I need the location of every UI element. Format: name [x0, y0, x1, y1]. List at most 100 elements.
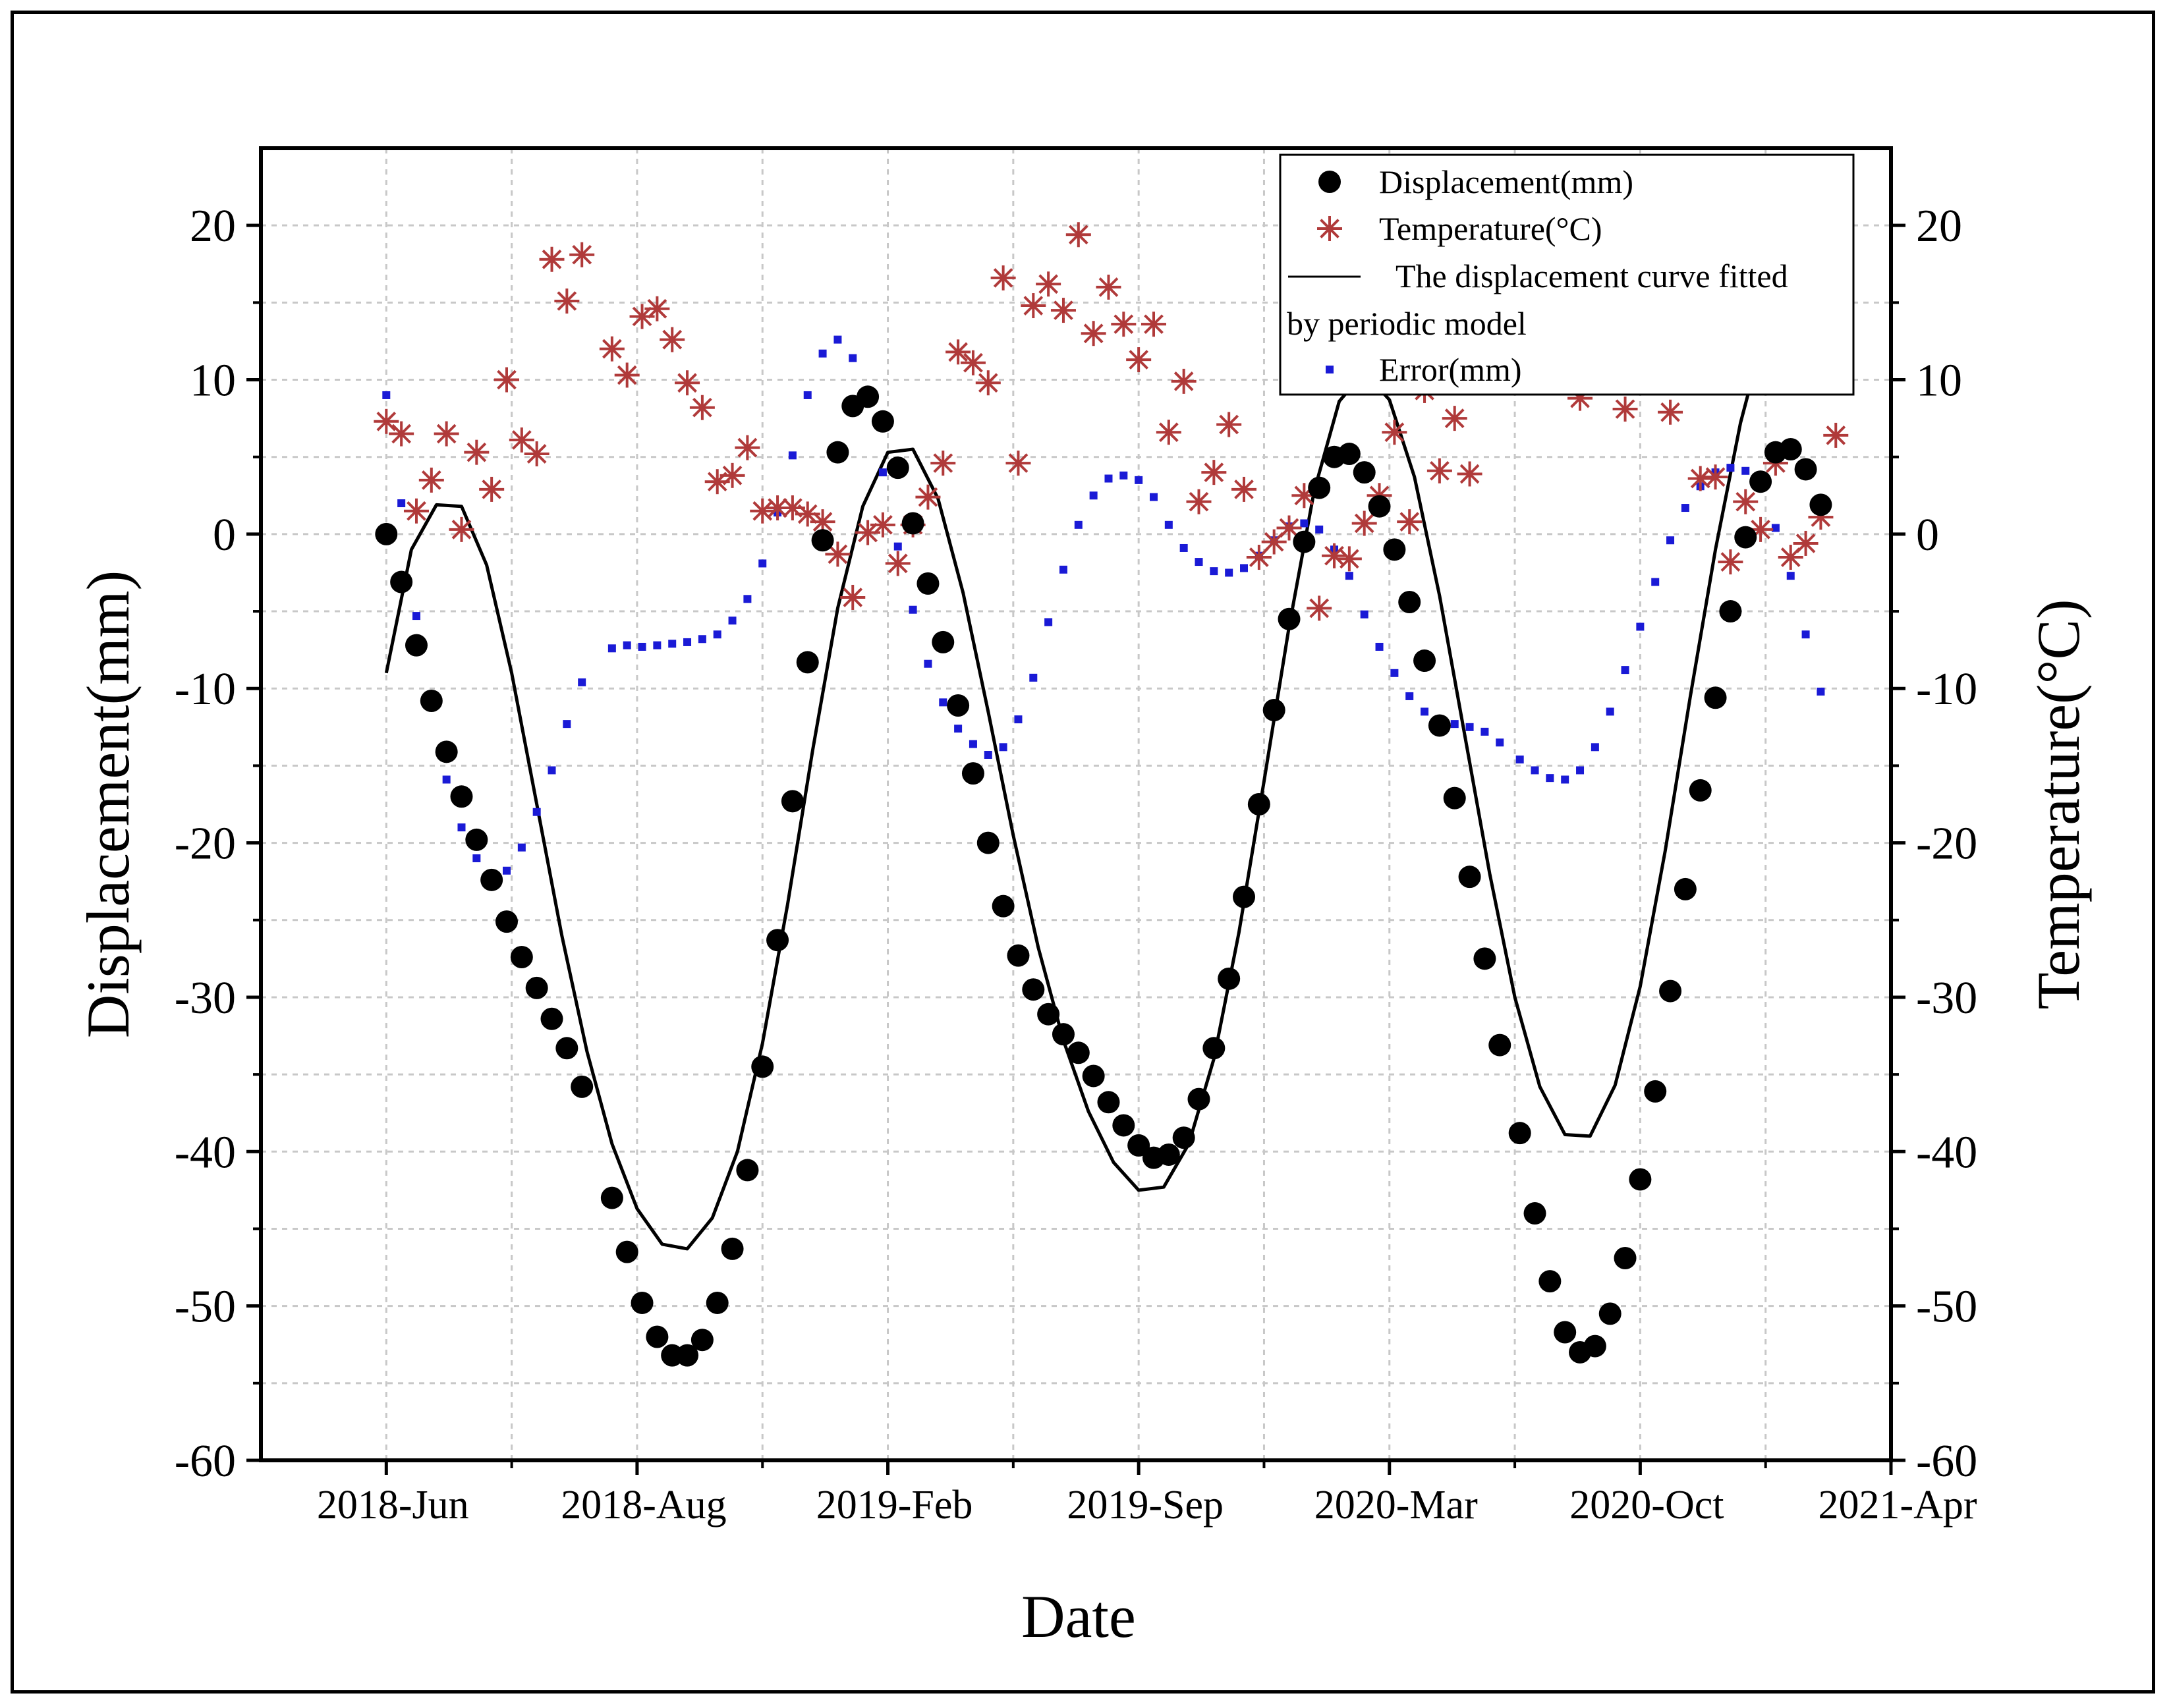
error-point — [1546, 774, 1554, 783]
displacement-point — [766, 929, 789, 952]
displacement-point — [525, 976, 548, 999]
temperature-point — [1246, 545, 1272, 570]
x-tick-label: 2019-Sep — [1067, 1483, 1224, 1528]
displacement-point — [1488, 1033, 1511, 1057]
temperature-point — [1111, 312, 1137, 337]
temperature-point — [494, 367, 520, 393]
y2-tick-label: -50 — [1916, 1282, 1977, 1333]
temperature-point — [1081, 321, 1106, 346]
gridlines — [261, 148, 1891, 1460]
displacement-point — [1398, 590, 1421, 613]
displacement-point — [1247, 793, 1270, 815]
displacement-point — [1037, 1003, 1060, 1026]
temperature-point — [870, 512, 895, 537]
displacement-point — [901, 512, 924, 535]
displacement-point — [1644, 1080, 1667, 1103]
error-point — [1300, 519, 1309, 528]
displacement-point — [1293, 530, 1316, 553]
y-tick-label: -60 — [175, 1436, 236, 1487]
error-point — [728, 617, 737, 625]
temperature-point — [1658, 399, 1683, 425]
displacement-point — [1473, 947, 1496, 970]
temperature-point — [1703, 464, 1728, 490]
y-tick-label: -10 — [175, 664, 236, 715]
temperature-point — [1201, 460, 1227, 485]
displacement-point — [1734, 526, 1757, 549]
temperature-point — [644, 296, 670, 321]
displacement-point — [916, 572, 940, 595]
temperature-point — [554, 289, 580, 314]
error-point — [1104, 474, 1113, 483]
temperature-point — [1186, 489, 1212, 514]
temperature-point — [569, 242, 595, 267]
temperature-point — [1351, 510, 1377, 536]
y-tick-label: -20 — [175, 819, 236, 869]
legend-marker-error — [1326, 366, 1334, 373]
temperature-point — [1065, 222, 1091, 248]
displacement-point — [1353, 461, 1376, 484]
displacement-point — [1749, 470, 1772, 493]
displacement-point — [1443, 786, 1466, 810]
displacement-point — [540, 1007, 563, 1030]
temperature-point — [1426, 458, 1452, 483]
error-point — [1606, 707, 1614, 716]
error-point — [1375, 642, 1384, 651]
temperature-point — [479, 476, 505, 502]
displacement-point — [1428, 714, 1451, 737]
temperature-point — [945, 339, 971, 365]
temperature-point — [1307, 595, 1332, 621]
displacement-point — [976, 831, 1000, 854]
displacement-point — [1508, 1122, 1531, 1145]
legend: Displacement(mm) Temperature(°C) The dis… — [1279, 153, 1855, 396]
fitted-curve-layer — [384, 370, 1755, 1251]
y-tick-label: 20 — [190, 201, 236, 252]
error-point — [909, 605, 917, 614]
error-point — [1059, 565, 1067, 574]
displacement-point — [555, 1037, 578, 1060]
error-point — [1179, 543, 1188, 552]
displacement-point — [1779, 437, 1802, 460]
displacement-point — [1338, 443, 1361, 466]
displacement-point — [1007, 944, 1030, 967]
error-point — [1465, 723, 1474, 731]
displacement-point — [1022, 978, 1045, 1001]
error-point — [607, 644, 616, 653]
error-point — [818, 349, 827, 358]
displacement-point — [480, 868, 503, 891]
temperature-point — [614, 362, 640, 388]
error-point — [878, 468, 887, 477]
temperature-point — [1733, 489, 1759, 514]
y2-tick-label: 10 — [1916, 356, 1962, 406]
displacement-point — [1127, 1134, 1150, 1157]
displacement-point — [420, 689, 443, 712]
displacement-point — [450, 785, 473, 808]
displacement-point — [1067, 1041, 1090, 1064]
temperature-point — [1005, 451, 1031, 476]
error-point — [743, 595, 752, 603]
error-point — [1726, 464, 1735, 472]
temperature-point — [840, 584, 866, 610]
y-axis-label: Displacement(mm) — [74, 570, 142, 1038]
displacement-point — [871, 410, 894, 433]
temperature-point — [1718, 549, 1743, 575]
error-point — [1681, 504, 1689, 512]
x-tick-label: 2020-Mar — [1314, 1483, 1478, 1528]
y2-tick-label: -10 — [1916, 664, 1977, 715]
temperature-point — [1050, 298, 1076, 323]
temperature-point — [1096, 274, 1121, 300]
temperature-point — [975, 370, 1001, 396]
error-series — [382, 335, 1825, 883]
displacement-point — [736, 1159, 759, 1182]
error-point — [503, 866, 511, 875]
error-point — [833, 335, 842, 344]
temperature-point — [464, 439, 490, 465]
error-point — [1149, 493, 1158, 501]
error-point — [999, 743, 1007, 752]
temperature-point — [524, 441, 550, 467]
error-point — [698, 635, 706, 644]
displacement-point — [1157, 1143, 1180, 1166]
displacement-point — [1689, 779, 1712, 802]
temperature-point — [1021, 293, 1046, 319]
displacement-point — [1809, 493, 1832, 516]
displacement-point — [375, 522, 398, 545]
